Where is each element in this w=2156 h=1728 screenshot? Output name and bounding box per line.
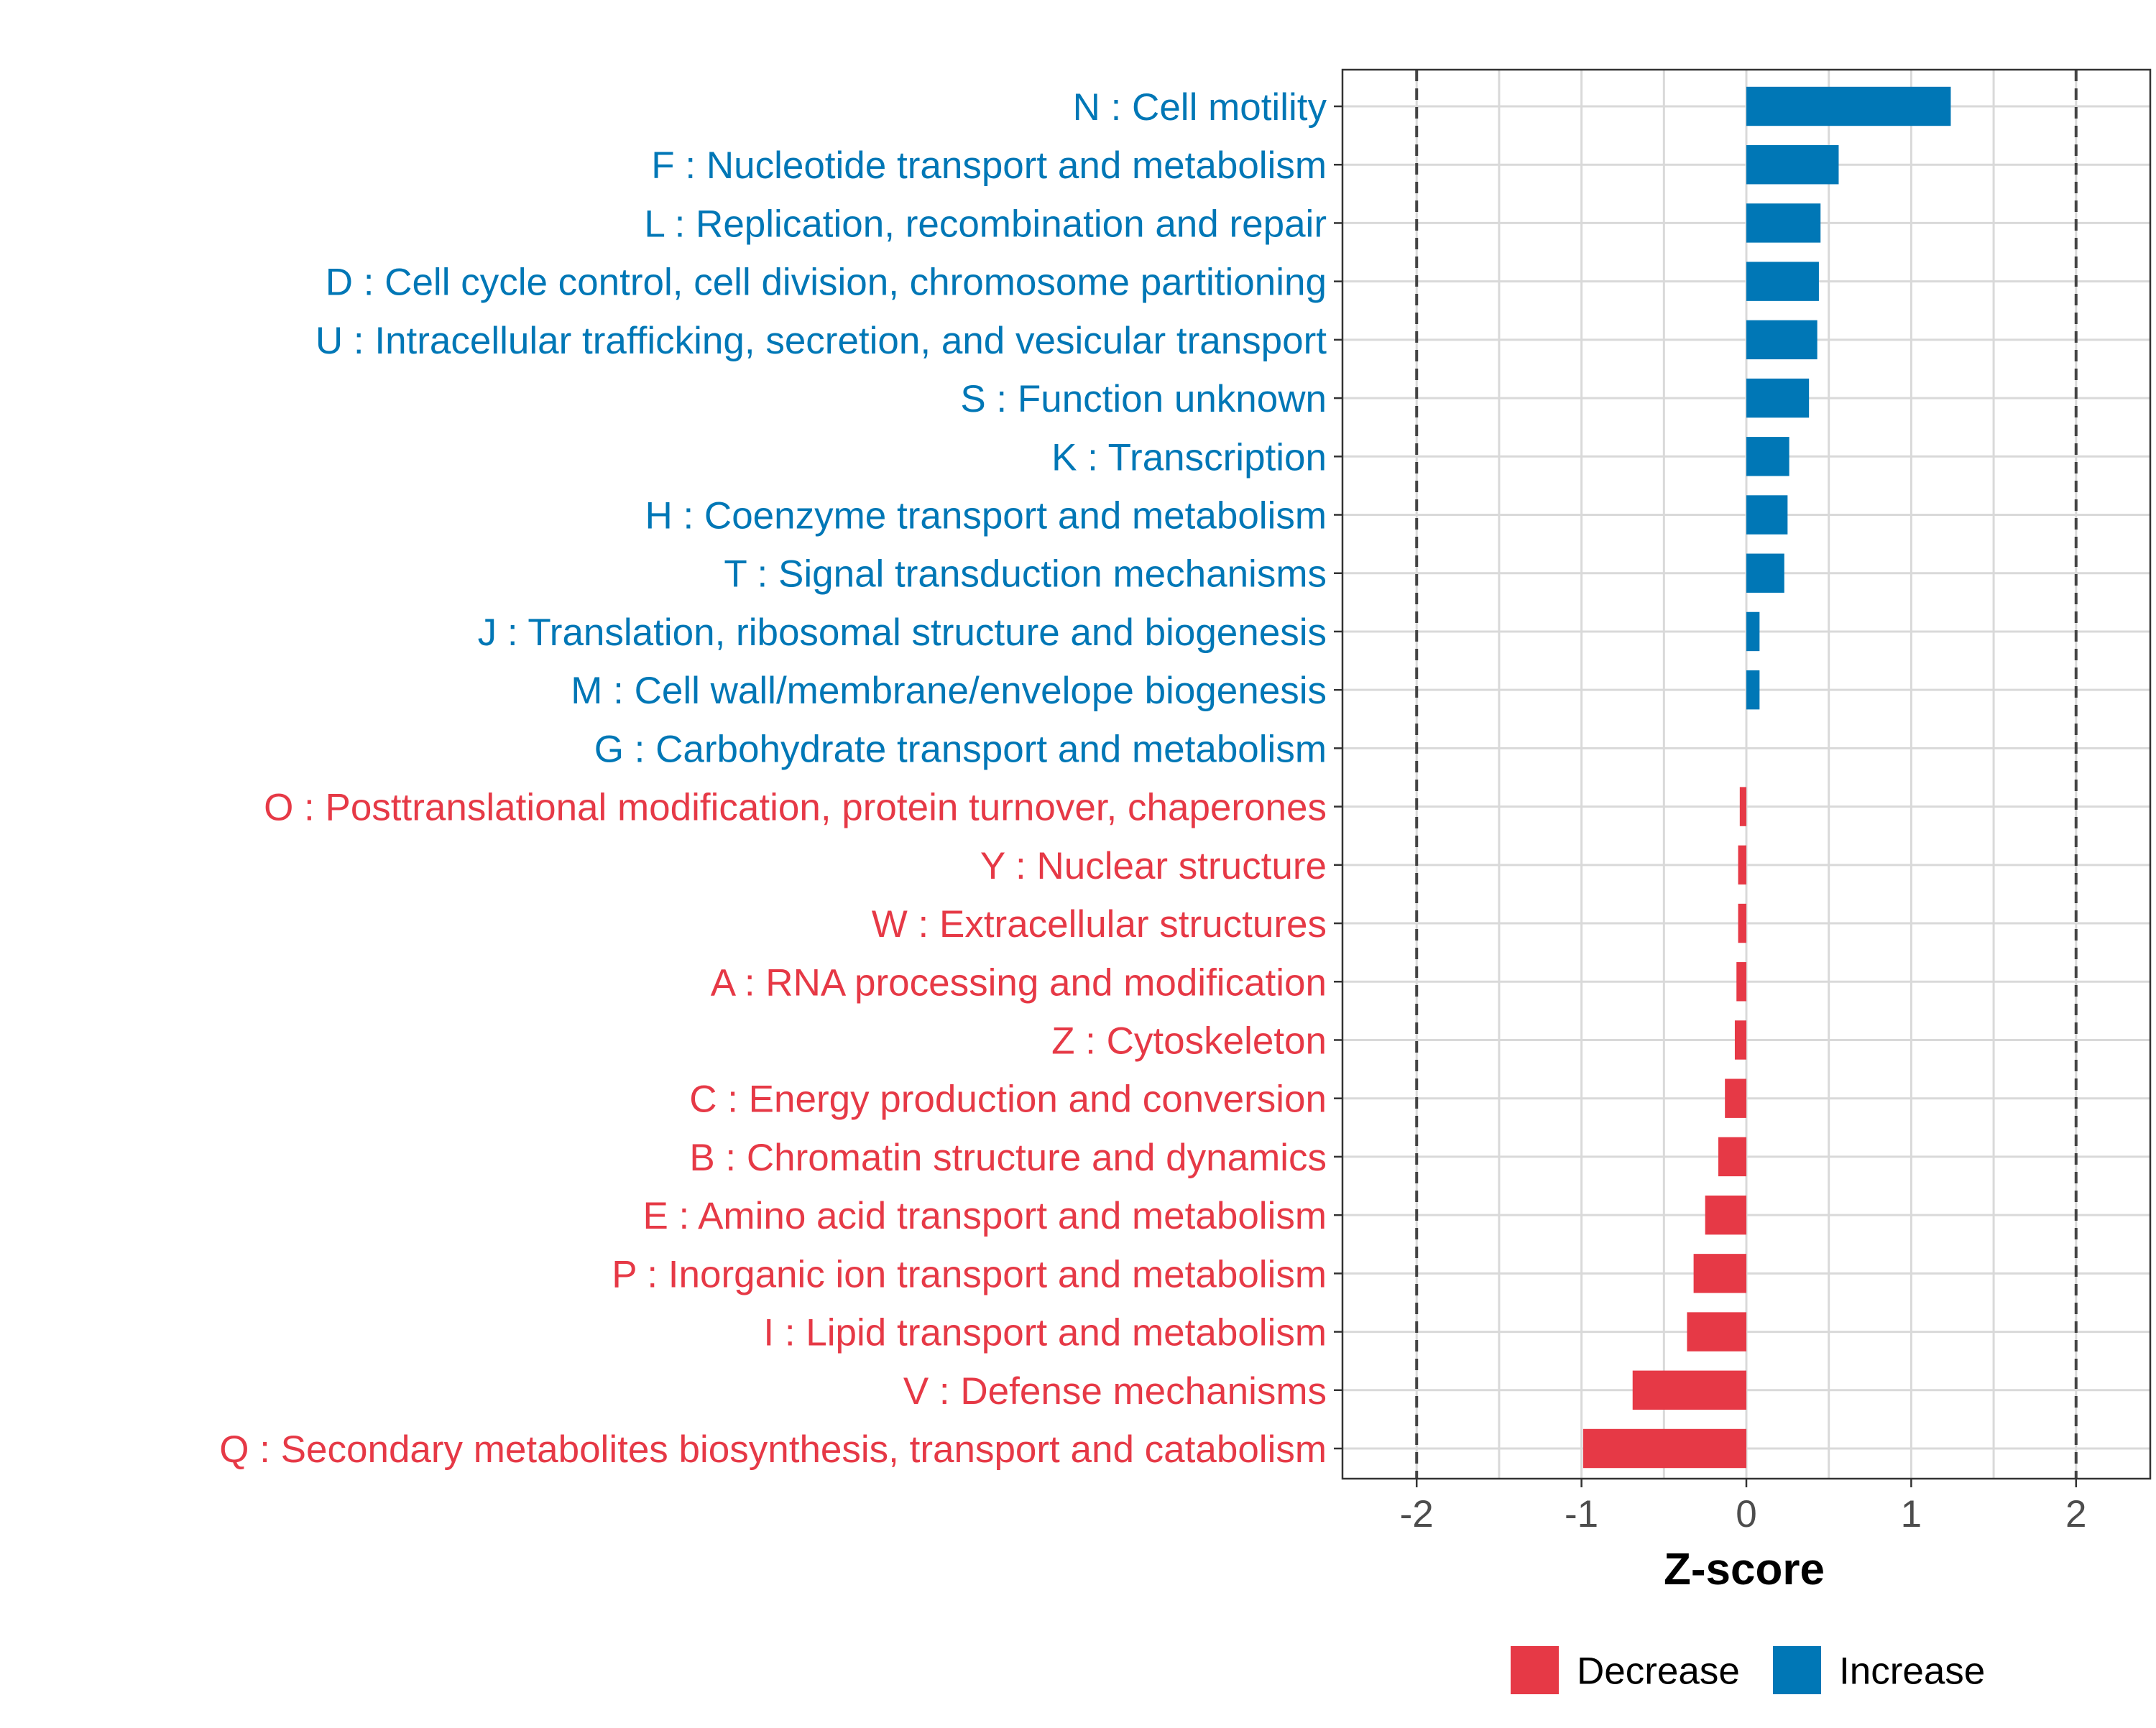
- x-axis: -2 -1 0 1 2: [1400, 1479, 2087, 1535]
- legend-label: Decrease: [1577, 1650, 1740, 1693]
- y-tick-label: P : Inorganic ion transport and metaboli…: [612, 1253, 1327, 1295]
- legend-label: Increase: [1839, 1650, 1985, 1693]
- bar: [1687, 1312, 1746, 1352]
- bar: [1718, 1137, 1746, 1177]
- y-tick-label: C : Energy production and conversion: [689, 1078, 1327, 1121]
- bar: [1583, 1428, 1746, 1469]
- y-tick-label: V : Defense mechanisms: [903, 1370, 1327, 1413]
- x-axis-title: Z-score: [1664, 1545, 1825, 1594]
- bar: [1725, 1078, 1746, 1118]
- bar: [1738, 845, 1746, 885]
- x-tick-label: -2: [1400, 1493, 1434, 1535]
- y-tick-label: F : Nucleotide transport and metabolism: [651, 144, 1327, 187]
- y-tick-label: N : Cell motility: [1073, 86, 1327, 129]
- y-tick-label: Z : Cytoskeleton: [1051, 1020, 1327, 1062]
- y-tick-label: J : Translation, ribosomal structure and…: [478, 611, 1327, 654]
- bar: [1746, 378, 1810, 418]
- bar: [1746, 670, 1760, 710]
- bar: [1632, 1370, 1746, 1410]
- bar: [1705, 1195, 1746, 1235]
- y-tick-label: Y : Nuclear structure: [980, 845, 1327, 887]
- y-tick-label: K : Transcription: [1051, 436, 1327, 479]
- bar: [1746, 553, 1784, 593]
- bar: [1746, 320, 1818, 360]
- y-tick-label: L : Replication, recombination and repai…: [644, 203, 1327, 245]
- y-tick-label: H : Coenzyme transport and metabolism: [645, 495, 1327, 537]
- bar: [1738, 903, 1746, 943]
- bar: [1746, 611, 1760, 652]
- y-tick-label: E : Amino acid transport and metabolism: [642, 1195, 1327, 1237]
- y-tick-label: M : Cell wall/membrane/envelope biogenes…: [571, 670, 1327, 712]
- y-tick-label: O : Posttranslational modification, prot…: [264, 787, 1327, 829]
- y-tick-label: W : Extracellular structures: [872, 903, 1327, 946]
- y-tick-label: I : Lipid transport and metabolism: [763, 1312, 1327, 1354]
- y-tick-label: B : Chromatin structure and dynamics: [689, 1137, 1327, 1179]
- x-tick-label: 2: [2065, 1493, 2086, 1535]
- x-tick-label: -1: [1565, 1493, 1598, 1535]
- bar: [1739, 787, 1746, 826]
- bar: [1736, 962, 1746, 1002]
- legend: Decrease Increase: [1511, 1646, 1985, 1694]
- y-tick-label: T : Signal transduction mechanisms: [724, 553, 1327, 596]
- bar: [1746, 437, 1789, 476]
- bar: [1693, 1254, 1746, 1293]
- y-tick-label: A : RNA processing and modification: [711, 961, 1327, 1004]
- y-tick-label: S : Function unknown: [960, 378, 1327, 420]
- bar: [1734, 1020, 1746, 1060]
- x-tick-label: 1: [1901, 1493, 1922, 1535]
- y-tick-label: U : Intracellular trafficking, secretion…: [315, 320, 1327, 362]
- y-tick-label: Q : Secondary metabolites biosynthesis, …: [219, 1428, 1327, 1471]
- y-axis: N : Cell motility F : Nucleotide transpor…: [219, 86, 1342, 1471]
- reference-lines: [1415, 70, 2078, 1479]
- legend-key: [1773, 1646, 1821, 1694]
- bars: [1583, 86, 1951, 1469]
- bar: [1746, 145, 1839, 185]
- bar: [1746, 262, 1819, 301]
- bar: [1746, 86, 1951, 126]
- legend-key: [1511, 1646, 1559, 1694]
- y-tick-label: D : Cell cycle control, cell division, c…: [326, 262, 1327, 304]
- bar: [1746, 495, 1788, 535]
- y-tick-label: G : Carbohydrate transport and metabolis…: [594, 728, 1327, 770]
- bar: [1746, 203, 1821, 243]
- x-tick-label: 0: [1736, 1493, 1756, 1535]
